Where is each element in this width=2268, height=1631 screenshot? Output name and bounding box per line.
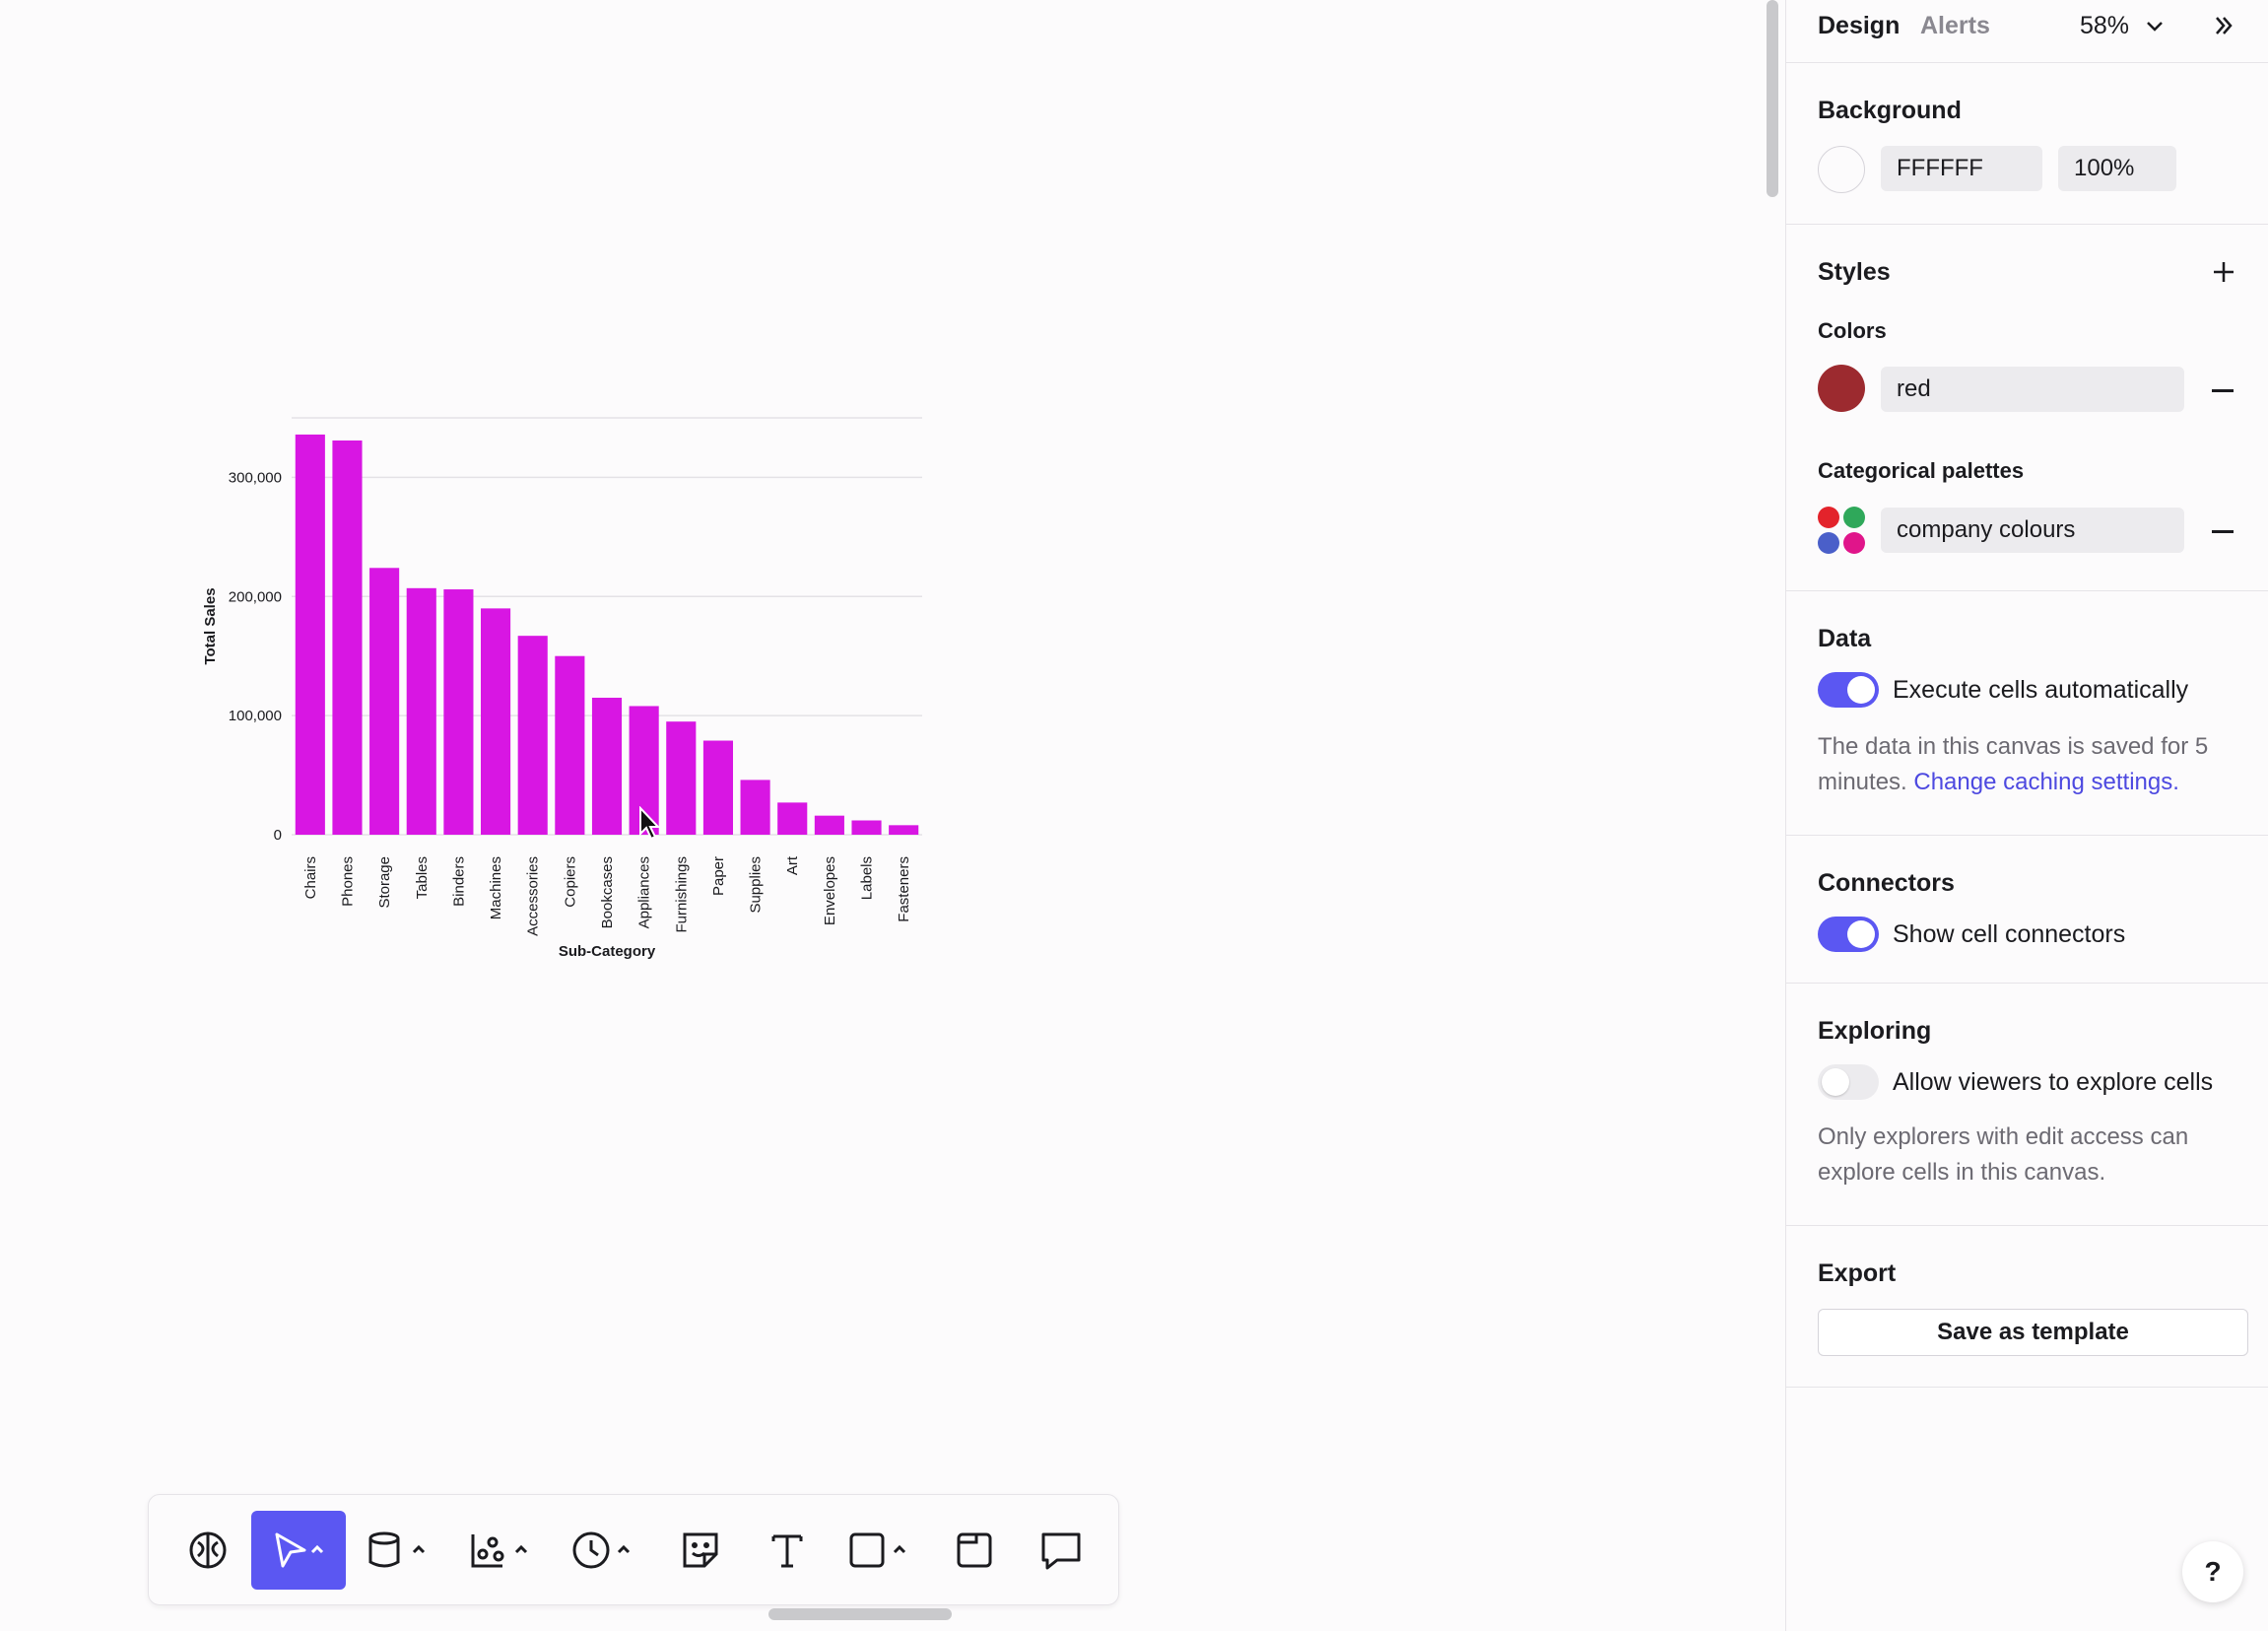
comment-icon[interactable] — [1032, 1511, 1091, 1590]
text-icon[interactable] — [758, 1511, 817, 1590]
y-tick-label: 200,000 — [229, 588, 282, 605]
chevron-down-icon[interactable] — [2145, 20, 2165, 34]
styles-title: Styles — [1818, 258, 1891, 286]
connectors-section: Connectors Show cell connectors — [1786, 836, 2268, 984]
data-section: Data Execute cells automatically The dat… — [1786, 591, 2268, 836]
x-tick-label: Fasteners — [896, 856, 912, 922]
bar-chairs — [295, 434, 325, 835]
collapse-panel-icon[interactable] — [2212, 14, 2235, 37]
bar-binders — [443, 589, 474, 835]
show-connectors-toggle[interactable] — [1818, 917, 1879, 952]
x-tick-label: Envelopes — [822, 856, 838, 925]
panel-header: Design Alerts 58% — [1786, 0, 2268, 63]
tab-design[interactable]: Design — [1818, 12, 1901, 39]
x-tick-label: Labels — [859, 856, 876, 900]
bar-bookcases — [591, 698, 623, 835]
execute-cells-toggle[interactable] — [1818, 672, 1879, 708]
save-template-button[interactable]: Save as template — [1818, 1309, 2248, 1356]
bar-envelopes — [814, 815, 844, 835]
x-tick-label: Phones — [339, 856, 356, 907]
palettes-label: Categorical palettes — [1818, 458, 2025, 483]
x-tick-label: Binders — [450, 856, 467, 907]
bar-phones — [332, 440, 363, 835]
x-tick-label: Machines — [488, 856, 504, 919]
add-style-icon[interactable] — [2212, 260, 2235, 284]
data-title: Data — [1818, 625, 1872, 652]
bar-fasteners — [889, 825, 919, 835]
x-tick-label: Appliances — [636, 856, 653, 928]
caching-note: The data in this canvas is saved for 5 m… — [1818, 729, 2241, 800]
tab-alerts[interactable]: Alerts — [1920, 12, 1990, 39]
mouse-cursor-icon — [639, 806, 661, 841]
sticky-note-icon[interactable] — [671, 1511, 730, 1590]
color-swatch[interactable] — [1818, 365, 1865, 412]
export-section: Export Save as template — [1786, 1226, 2268, 1388]
x-tick-label: Accessories — [525, 856, 542, 936]
bar-tables — [406, 587, 436, 835]
help-button[interactable]: ? — [2182, 1541, 2243, 1602]
x-tick-label: Chairs — [302, 856, 319, 899]
y-tick-label: 300,000 — [229, 469, 282, 486]
remove-palette-icon[interactable] — [2212, 530, 2234, 533]
x-tick-label: Art — [784, 855, 801, 875]
bar-art — [777, 802, 808, 835]
background-hex-input[interactable]: FFFFFF — [1881, 146, 2042, 191]
color-name-input[interactable]: red — [1881, 367, 2184, 412]
bar-chart[interactable]: 0 100,000 200,000 300,000 Chairs Phones Storag… — [187, 404, 936, 976]
bar-copiers — [555, 655, 585, 835]
x-tick-label: Bookcases — [599, 856, 616, 928]
allow-explore-toggle[interactable] — [1818, 1064, 1879, 1100]
x-tick-label: Furnishings — [673, 856, 690, 933]
shape-icon[interactable] — [844, 1511, 919, 1590]
execute-cells-label: Execute cells automatically — [1893, 676, 2189, 704]
palette-name-input[interactable]: company colours — [1881, 508, 2184, 553]
styles-section: Styles Colors red Categorical palettes c… — [1786, 225, 2268, 591]
bar-storage — [369, 568, 400, 835]
x-tick-label: Tables — [414, 856, 431, 899]
caching-note-text: The data in this canvas is saved for 5 m… — [1818, 733, 2209, 795]
bar-machines — [481, 608, 511, 835]
exploring-title: Exploring — [1818, 1017, 1932, 1045]
zoom-level[interactable]: 58% — [2080, 12, 2130, 39]
y-tick-label: 100,000 — [229, 708, 282, 724]
exploring-section: Exploring Allow viewers to explore cells… — [1786, 984, 2268, 1226]
x-tick-label: Supplies — [748, 856, 765, 914]
explore-note: Only explorers with edit access can expl… — [1818, 1123, 2189, 1186]
clock-icon[interactable] — [568, 1511, 643, 1590]
background-section: Background FFFFFF 100% — [1786, 63, 2268, 225]
colors-label: Colors — [1818, 318, 1887, 343]
bar-labels — [851, 820, 882, 835]
vertical-scrollbar[interactable] — [1767, 0, 1778, 197]
export-title: Export — [1818, 1259, 1897, 1287]
x-tick-label: Paper — [710, 856, 727, 896]
remove-color-icon[interactable] — [2212, 389, 2234, 392]
x-tick-label: Copiers — [562, 856, 578, 908]
x-tick-label: Storage — [376, 856, 393, 909]
bar-accessories — [517, 636, 548, 835]
caching-settings-link[interactable]: Change caching settings. — [1913, 769, 2179, 795]
bar-supplies — [740, 780, 770, 835]
horizontal-scrollbar[interactable] — [768, 1608, 952, 1620]
palette-swatch[interactable] — [1818, 507, 1865, 554]
bottom-toolbar — [148, 1494, 1119, 1605]
show-connectors-label: Show cell connectors — [1893, 920, 2126, 948]
y-axis-label: Total Sales — [202, 587, 219, 664]
bar-paper — [702, 740, 733, 835]
database-icon[interactable] — [364, 1511, 438, 1590]
background-swatch[interactable] — [1818, 146, 1865, 193]
background-title: Background — [1818, 97, 1962, 124]
chart-icon[interactable] — [466, 1511, 541, 1590]
design-panel: Design Alerts 58% Background FFFFFF 100%… — [1785, 0, 2268, 1631]
ai-brain-icon[interactable] — [178, 1511, 237, 1590]
canvas[interactable]: 0 100,000 200,000 300,000 Chairs Phones Storag… — [0, 0, 1785, 1631]
y-tick-label: 0 — [274, 827, 282, 844]
background-opacity-input[interactable]: 100% — [2058, 146, 2176, 191]
pointer-icon[interactable] — [251, 1511, 346, 1590]
x-axis-label: Sub-Category — [559, 943, 656, 960]
allow-explore-label: Allow viewers to explore cells — [1893, 1068, 2214, 1096]
frame-icon[interactable] — [945, 1511, 1004, 1590]
bar-furnishings — [666, 721, 697, 835]
connectors-title: Connectors — [1818, 869, 1955, 897]
